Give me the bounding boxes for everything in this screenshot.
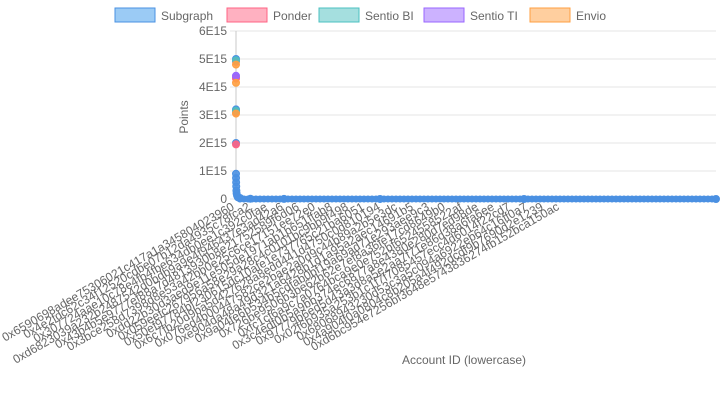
- legend-swatch: [529, 7, 571, 23]
- y-tick-label: 2E15: [199, 136, 227, 150]
- y-axis: 0 1E15 2E15 3E15 4E15 5E15 6E15: [199, 24, 237, 206]
- y-tick-label: 3E15: [199, 108, 227, 122]
- legend-swatch: [114, 7, 156, 23]
- legend-item-envio[interactable]: Envio: [529, 7, 606, 23]
- legend-label: Sentio BI: [365, 9, 414, 23]
- data-point-envio[interactable]: [232, 109, 240, 118]
- legend-item-subgraph[interactable]: Subgraph: [114, 7, 213, 23]
- x-axis: 0x6590698adee75306021c417a1a345804023960…: [0, 199, 562, 366]
- legend-label: Sentio TI: [470, 9, 518, 23]
- chart-legend: Subgraph Ponder Sentio BI Sentio TI Envio: [114, 7, 606, 23]
- legend-item-sentio-bi[interactable]: Sentio BI: [318, 7, 414, 23]
- data-point-sentio-ti[interactable]: [232, 71, 240, 80]
- y-tick-label: 0: [220, 192, 227, 206]
- data-point-envio[interactable]: [232, 60, 240, 69]
- legend-item-ponder[interactable]: Ponder: [226, 7, 312, 23]
- data-point-subgraph[interactable]: [712, 195, 720, 203]
- y-axis-title: Points: [177, 100, 191, 133]
- legend-swatch: [423, 7, 465, 23]
- legend-item-sentio-ti[interactable]: Sentio TI: [423, 7, 518, 23]
- data-points: [232, 55, 720, 203]
- y-tick-label: 4E15: [199, 80, 227, 94]
- legend-swatch: [226, 7, 268, 23]
- legend-label: Ponder: [273, 9, 312, 23]
- data-point-envio[interactable]: [232, 78, 240, 87]
- y-tick-label: 1E15: [199, 164, 227, 178]
- y-tick-label: 5E15: [199, 52, 227, 66]
- legend-label: Envio: [576, 9, 606, 23]
- legend-label: Subgraph: [161, 9, 213, 23]
- y-tick-label: 6E15: [199, 24, 227, 38]
- chart-grid: [236, 30, 716, 200]
- x-axis-title: Account ID (lowercase): [402, 353, 526, 367]
- legend-swatch: [318, 7, 360, 23]
- data-point-ponder[interactable]: [232, 140, 240, 149]
